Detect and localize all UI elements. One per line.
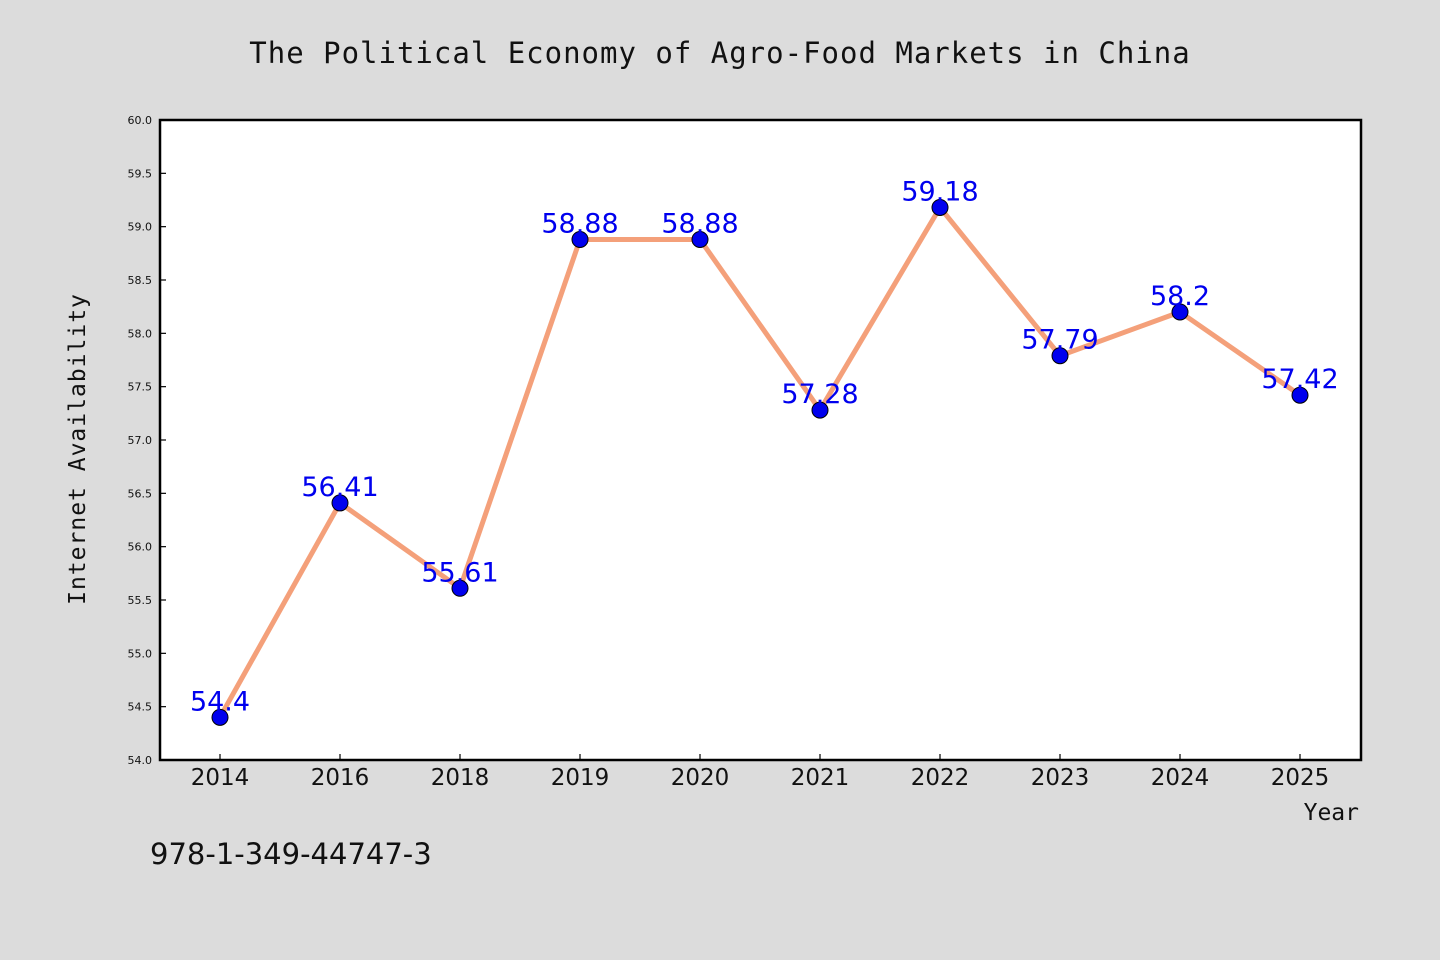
y-tick-label: 57.5 [128, 381, 153, 394]
y-axis: 54.0 54.5 55.0 55.5 56.0 56.5 57.0 57.5 58.0 58.5… [128, 114, 166, 767]
data-point [691, 230, 709, 248]
data-label: 58.88 [661, 208, 738, 239]
x-tick-label: 2025 [1271, 765, 1330, 791]
y-tick-label: 60.0 [128, 114, 153, 127]
data-label: 58.2 [1150, 281, 1210, 312]
data-label: 57.28 [781, 379, 858, 410]
data-point [811, 401, 829, 419]
data-label: 54.4 [190, 686, 250, 717]
x-tick-label: 2018 [431, 765, 490, 791]
data-point [1291, 386, 1309, 404]
y-tick-label: 59.0 [128, 221, 153, 234]
x-tick-label: 2023 [1031, 765, 1090, 791]
y-tick-label: 58.5 [128, 274, 153, 287]
data-point [571, 230, 589, 248]
data-label: 57.79 [1021, 325, 1098, 356]
data-point [1171, 303, 1189, 321]
y-tick-label: 55.5 [128, 594, 153, 607]
x-tick-label: 2016 [311, 765, 370, 791]
data-label: 55.61 [421, 557, 498, 588]
y-tick-label: 54.0 [128, 754, 153, 767]
y-tick-label: 58.0 [128, 327, 153, 340]
y-tick-label: 56.0 [128, 541, 153, 554]
x-axis-label: Year [1304, 800, 1359, 826]
y-tick-label: 56.5 [128, 487, 153, 500]
footnote: 978-1-349-44747-3 [150, 837, 432, 871]
y-tick-label: 55.0 [128, 647, 153, 660]
data-label: 57.42 [1261, 364, 1338, 395]
data-label: 58.88 [541, 208, 618, 239]
x-tick-label: 2014 [191, 765, 250, 791]
y-tick-label: 54.5 [128, 701, 153, 714]
data-point [451, 579, 469, 597]
x-tick-label: 2019 [551, 765, 610, 791]
series-line [217, 204, 1302, 719]
plot-area [158, 118, 1363, 762]
data-point [211, 708, 229, 726]
x-axis: 2014 2016 2018 2019 2020 2021 2022 2023 2024 2025 [191, 754, 1330, 791]
series-markers [211, 198, 1309, 726]
data-label: 59.18 [901, 176, 978, 207]
y-tick-label: 57.0 [128, 434, 153, 447]
data-point [1051, 347, 1069, 365]
data-point [331, 494, 349, 512]
data-labels: 54.4 56.41 55.61 58.88 58.88 57.28 59.18 57.79 5… [190, 176, 1339, 717]
chart-title: The Political Economy of Agro-Food Marke… [249, 36, 1190, 70]
x-tick-label: 2022 [911, 765, 970, 791]
data-label: 56.41 [301, 472, 378, 503]
y-tick-label: 59.5 [128, 167, 153, 180]
y-axis-label: Internet Availability [65, 293, 91, 605]
x-tick-label: 2020 [671, 765, 730, 791]
data-point [931, 198, 949, 216]
x-tick-label: 2024 [1151, 765, 1210, 791]
x-tick-label: 2021 [791, 765, 850, 791]
